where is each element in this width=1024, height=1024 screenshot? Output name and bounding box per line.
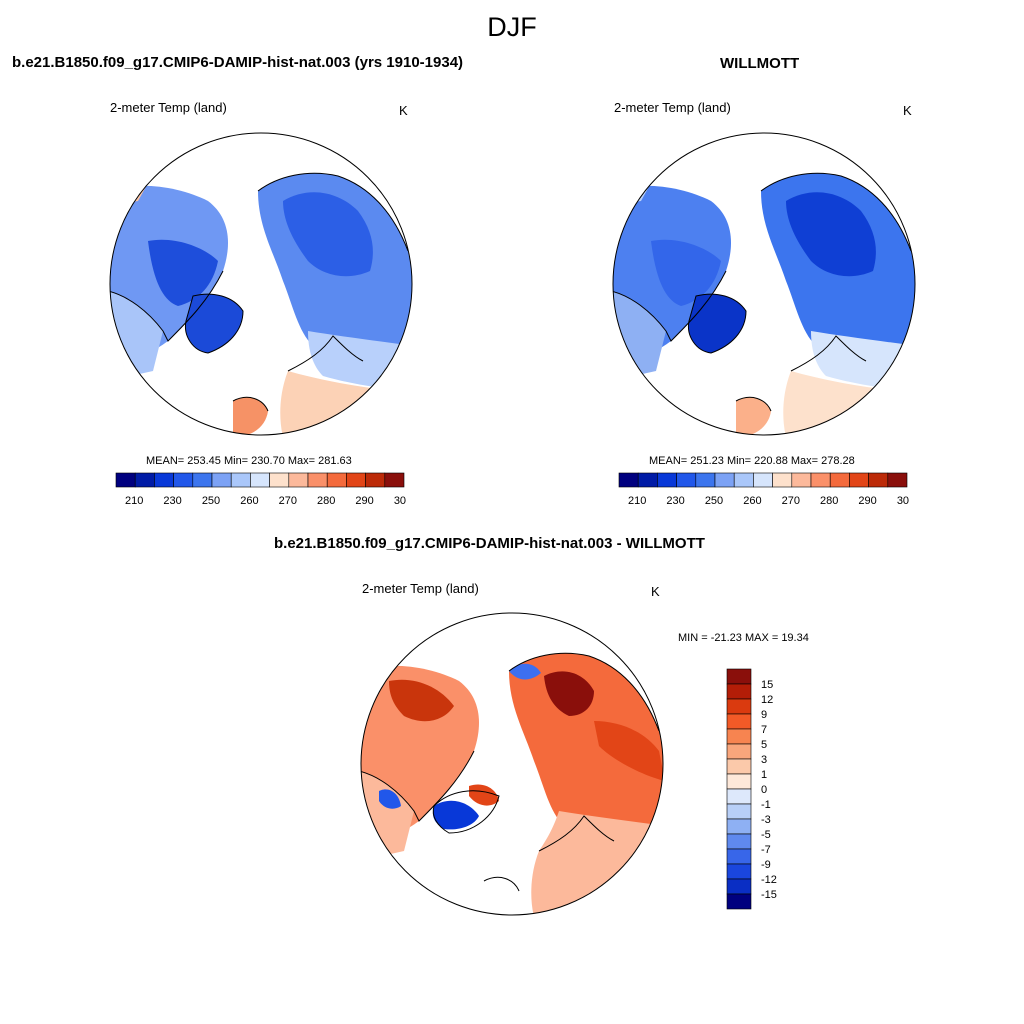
colorbar-box [173,472,194,488]
colorbar-tick-label: 290 [858,495,876,507]
colorbar-tick-label: 210 [628,495,646,507]
colorbar-box [288,472,309,488]
model-variable-label: 2-meter Temp (land) [110,100,227,115]
colorbar-tick-label: 260 [743,495,761,507]
colorbar-tick-label: -9 [761,859,771,871]
diff-polar-map [360,612,664,916]
colorbar-tick-label: -7 [761,844,771,856]
colorbar-box [726,833,752,850]
colorbar-tick-label: 5 [761,739,767,751]
colorbar-tick-label: -12 [761,874,777,886]
colorbar-box [365,472,386,488]
colorbar-box [384,472,405,488]
model-stats-text: MEAN= 253.45 Min= 230.70 Max= 281.63 [146,455,352,467]
colorbar-box [868,472,889,488]
colorbar-box [810,472,831,488]
obs-polar-map [612,132,916,436]
colorbar-tick-label: 250 [202,495,220,507]
colorbar-box [726,863,752,880]
colorbar-box [726,758,752,775]
colorbar-box [726,713,752,730]
colorbar-box [726,893,752,910]
colorbar-tick-label: 7 [761,724,767,736]
colorbar-box [726,728,752,745]
colorbar-tick-label: 280 [820,495,838,507]
obs-units-label: K [903,103,912,118]
colorbar-box [726,803,752,820]
colorbar-box [657,472,677,488]
colorbar-tick-label: -5 [761,829,771,841]
colorbar-box [726,743,752,760]
colorbar-box [714,472,735,488]
colorbar-box [733,472,754,488]
figure-title: DJF [487,12,537,42]
diff-variable-label: 2-meter Temp (land) [362,581,479,596]
colorbar-box [726,878,752,895]
colorbar-box [791,472,812,488]
colorbar-box [726,848,752,865]
colorbar-tick-label: 280 [317,495,335,507]
colorbar-box [326,472,347,488]
diff-units-label: K [651,584,660,599]
colorbar-tick-label: 260 [240,495,258,507]
colorbar-box [211,472,232,488]
obs-colorbar: 210 230 250 260 270 280 290 300 [618,472,909,507]
colorbar-tick-label: -3 [761,814,771,826]
colorbar-box [192,472,213,488]
colorbar-box [695,472,716,488]
colorbar-box [307,472,328,488]
colorbar-box [753,472,773,488]
model-panel-title: b.e21.B1850.f09_g17.CMIP6-DAMIP-hist-nat… [12,54,464,71]
colorbar-tick-label: 9 [761,709,767,721]
model-polar-map [109,132,413,436]
colorbar-box [637,472,658,488]
obs-variable-label: 2-meter Temp (land) [614,100,731,115]
colorbar-tick-label: 250 [705,495,723,507]
colorbar-tick-label: 300 [897,495,909,507]
colorbar-box [726,698,752,715]
colorbar-tick-label: 300 [394,495,406,507]
colorbar-box [726,668,752,685]
colorbar-tick-label: 12 [761,694,773,706]
diff-panel-title: b.e21.B1850.f09_g17.CMIP6-DAMIP-hist-nat… [274,535,705,552]
colorbar-tick-label: 3 [761,754,767,766]
colorbar-box [726,788,752,805]
colorbar-tick-label: 15 [761,679,773,691]
colorbar-box [346,472,366,488]
colorbar-tick-label: 0 [761,784,767,796]
colorbar-box [676,472,697,488]
colorbar-box [726,683,752,700]
model-units-label: K [399,103,408,118]
colorbar-box [250,472,270,488]
colorbar-box [849,472,869,488]
colorbar-box [134,472,155,488]
colorbar-tick-label: 1 [761,769,767,781]
colorbar-tick-label: 210 [125,495,143,507]
colorbar-tick-label: 270 [279,495,297,507]
colorbar-tick-label: 290 [355,495,373,507]
colorbar-box [887,472,908,488]
colorbar-tick-label: 230 [163,495,181,507]
diff-colorbar: 15 12 9 7 5 3 1 0 -1 -3 -5 -7 -9 -12 -15 [726,668,777,910]
colorbar-tick-label: -15 [761,889,777,901]
obs-stats-text: MEAN= 251.23 Min= 220.88 Max= 278.28 [649,455,855,467]
colorbar-tick-label: 230 [666,495,684,507]
colorbar-box [726,773,752,790]
diff-stats-text: MIN = -21.23 MAX = 19.34 [678,632,809,644]
colorbar-box [230,472,251,488]
colorbar-box [829,472,850,488]
colorbar-box [618,472,639,488]
colorbar-tick-label: 270 [782,495,800,507]
colorbar-tick-label: -1 [761,799,771,811]
colorbar-box [772,472,793,488]
colorbar-box [115,472,136,488]
colorbar-box [154,472,174,488]
model-colorbar: 210 230 250 260 270 280 290 300 [115,472,406,507]
obs-panel-title: WILLMOTT [720,55,800,72]
colorbar-box [269,472,290,488]
colorbar-box [726,818,752,835]
